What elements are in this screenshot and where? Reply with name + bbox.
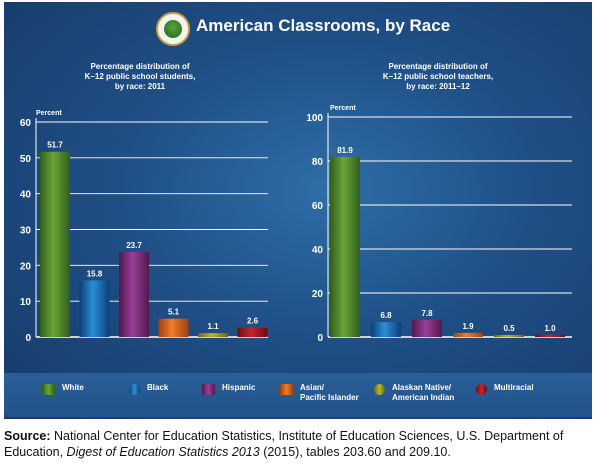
source-publication: Digest of Education Statistics 2013: [66, 445, 260, 459]
right-bar: [453, 332, 483, 337]
left-data-label: 23.7: [126, 241, 142, 250]
right-data-label: 1.0: [544, 324, 556, 333]
left-bar: [119, 252, 149, 337]
infographic-panel: [4, 2, 592, 419]
legend-label: Asian/ Pacific Islander: [300, 383, 359, 402]
legend-item: Black: [129, 383, 168, 395]
legend-item: White: [42, 383, 84, 395]
left-data-label: 51.7: [47, 141, 63, 150]
legend-label: Alaskan Native/ American Indian: [392, 383, 455, 402]
right-tick-label: 0: [317, 333, 323, 344]
legend-item: Alaskan Native/ American Indian: [374, 383, 454, 403]
legend-label: Black: [147, 383, 169, 392]
left-bar: [198, 333, 228, 337]
right-y-axis-label: Percent: [330, 105, 356, 112]
right-bar: [371, 322, 401, 337]
legend-label: Multiracial: [494, 383, 534, 392]
right-data-label: 81.9: [337, 146, 353, 155]
left-tick-label: 50: [20, 154, 32, 165]
legend: White Black Hispanic Asian/ Pacific Islande…: [4, 373, 592, 417]
left-bar: [237, 327, 268, 337]
legend-item: Multiracial: [476, 383, 534, 395]
legend-item: Hispanic: [202, 383, 255, 395]
legend-swatch: [42, 384, 55, 395]
left-tick-label: 0: [25, 333, 31, 344]
left-data-label: 2.6: [247, 317, 259, 326]
right-data-label: 6.8: [380, 311, 392, 320]
right-bar: [412, 319, 442, 337]
source-note: Source: National Center for Education St…: [4, 428, 592, 460]
right-data-label: 7.8: [421, 309, 433, 318]
left-tick-label: 30: [20, 226, 32, 237]
right-tick-label: 100: [306, 113, 323, 124]
left-data-label: 15.8: [87, 269, 103, 278]
legend-swatch: [129, 384, 140, 395]
main-title: American Classrooms, by Race: [196, 16, 451, 35]
left-bar: [79, 280, 110, 337]
right-tick-label: 40: [312, 245, 324, 256]
left-tick-label: 40: [20, 190, 32, 201]
right-bar: [494, 335, 524, 337]
legend-swatch: [374, 384, 385, 395]
left-data-label: 1.1: [207, 322, 219, 331]
right-data-label: 0.5: [503, 324, 515, 333]
legend-swatch: [202, 384, 215, 395]
source-text-2: (2015), tables 203.60 and 209.10.: [259, 445, 451, 459]
legend-label: White: [62, 383, 84, 392]
source-label: Source:: [4, 429, 51, 443]
right-data-label: 1.9: [462, 322, 474, 331]
right-tick-label: 20: [312, 289, 324, 300]
seal-tree-icon: [164, 20, 182, 38]
legend-swatch: [280, 384, 293, 395]
left-data-label: 5.1: [168, 308, 180, 317]
left-tick-label: 10: [20, 297, 32, 308]
right-bar: [330, 156, 360, 337]
left-bar: [40, 151, 70, 337]
legend-label: Hispanic: [222, 383, 256, 392]
legend-swatch: [476, 384, 487, 395]
department-seal-logo: [156, 12, 190, 46]
left-tick-label: 60: [20, 118, 32, 129]
left-tick-label: 20: [20, 261, 32, 272]
right-tick-label: 80: [312, 157, 324, 168]
left-y-axis-label: Percent: [36, 110, 62, 117]
source-text-1: National Center for Education Statistics…: [4, 429, 564, 459]
right-tick-label: 60: [312, 201, 324, 212]
right-bar: [535, 334, 565, 337]
right-chart-title: Percentage distribution of K–12 public s…: [382, 62, 494, 91]
left-bar: [158, 318, 189, 337]
left-chart-title: Percentage distribution of K–12 public s…: [84, 62, 196, 91]
legend-item: Asian/ Pacific Islander: [280, 383, 359, 403]
